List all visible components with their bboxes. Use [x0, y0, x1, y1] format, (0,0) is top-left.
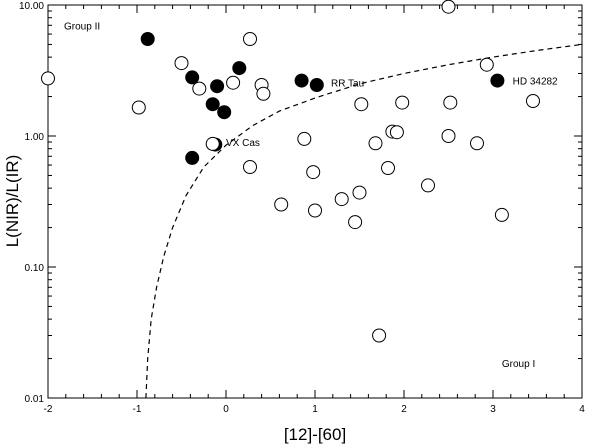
- dashed-boundary-curve: [145, 43, 583, 399]
- y-axis-title: L(NIR)/L(IR): [3, 155, 22, 248]
- chart-annotation: Group II: [64, 21, 100, 32]
- x-tick-label: 0: [223, 404, 229, 415]
- filled-data-point: [185, 150, 200, 165]
- open-data-point: [131, 100, 146, 115]
- chart-annotation: RR Tau: [331, 79, 364, 90]
- open-data-point: [297, 131, 312, 146]
- open-data-point: [274, 197, 289, 212]
- points-layer: [41, 0, 540, 343]
- open-data-point: [441, 0, 456, 14]
- filled-data-point: [232, 61, 247, 76]
- chart-annotation: HD 34282: [513, 77, 558, 88]
- y-tick-label: 10.00: [19, 1, 44, 12]
- x-tick-label: -2: [44, 404, 53, 415]
- annotation-layer: Group II Group I RR Tau HD 34282 VX Cas: [64, 21, 558, 370]
- open-data-point: [348, 215, 363, 230]
- open-data-point: [381, 161, 395, 175]
- filled-data-point: [140, 32, 155, 46]
- curve-layer: [145, 43, 583, 399]
- x-tick-label: -1: [133, 404, 142, 415]
- filled-data-point: [309, 78, 324, 92]
- filled-data-point: [217, 105, 232, 120]
- open-data-point: [395, 95, 410, 110]
- x-tick-label: 4: [579, 404, 585, 415]
- open-data-point: [205, 136, 220, 151]
- filled-data-point: [205, 97, 220, 112]
- filled-data-point: [490, 73, 505, 88]
- y-tick-label: 1.00: [25, 132, 45, 143]
- open-data-point: [41, 71, 55, 86]
- filled-data-point: [185, 70, 200, 85]
- open-data-point: [174, 56, 189, 71]
- x-tick-label: 2: [401, 404, 407, 415]
- x-tick-label: 1: [312, 404, 318, 415]
- y-tick-label: 0.01: [25, 394, 45, 405]
- open-data-point: [256, 86, 271, 101]
- open-data-point: [192, 81, 207, 96]
- x-axis-title: [12]-[60]: [284, 425, 346, 444]
- open-data-point: [479, 57, 494, 72]
- open-data-point: [243, 32, 257, 46]
- open-data-point: [494, 207, 509, 222]
- open-data-point: [526, 94, 540, 108]
- open-data-point: [334, 192, 349, 207]
- open-data-point: [306, 165, 321, 180]
- filled-data-point: [210, 79, 225, 94]
- chart-annotation: VX Cas: [226, 138, 260, 149]
- open-data-point: [389, 125, 404, 140]
- plot-frame: [47, 4, 583, 399]
- filled-data-point: [294, 73, 309, 88]
- open-data-point: [352, 185, 367, 200]
- open-data-point: [308, 203, 322, 218]
- open-data-point: [443, 95, 458, 110]
- axis-ticks: -2 -1 0 1 2 3 4 0.01 0.10 1.00 10.00: [19, 1, 585, 415]
- y-tick-label: 0.10: [25, 263, 45, 274]
- open-data-point: [372, 328, 387, 343]
- open-data-point: [470, 136, 484, 151]
- chart-annotation: Group I: [502, 359, 535, 370]
- x-tick-label: 3: [490, 404, 496, 415]
- open-data-point: [243, 160, 257, 174]
- open-data-point: [368, 136, 383, 151]
- open-data-point: [441, 129, 456, 143]
- open-data-point: [354, 97, 369, 112]
- open-data-point: [226, 75, 241, 90]
- open-data-point: [421, 178, 435, 193]
